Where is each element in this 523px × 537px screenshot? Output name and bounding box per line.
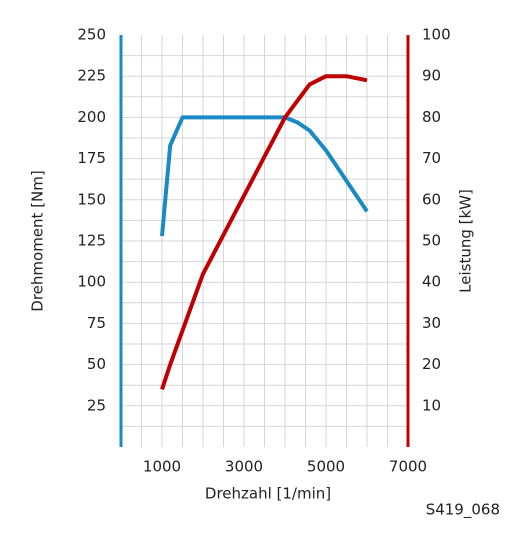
y2-tick-label: 10 <box>422 396 441 414</box>
y-tick-label: 225 <box>77 67 106 85</box>
x-tick-label: 5000 <box>307 458 345 476</box>
y2-tick-label: 100 <box>422 26 451 44</box>
y-tick-label: 50 <box>87 355 106 373</box>
y2-tick-label: 90 <box>422 67 441 85</box>
x-axis-label: Drehzahl [1/min] <box>205 485 331 503</box>
y-tick-label: 150 <box>77 190 106 208</box>
x-tick-label: 3000 <box>225 458 263 476</box>
y-tick-label: 200 <box>77 108 106 126</box>
x-tick-label: 1000 <box>143 458 181 476</box>
y2-tick-label: 50 <box>422 232 441 250</box>
y2-tick-label: 80 <box>422 108 441 126</box>
y-tick-label: 175 <box>77 149 106 167</box>
y-tick-label: 250 <box>77 26 106 44</box>
y2-tick-label: 60 <box>422 190 441 208</box>
y2-tick-label: 30 <box>422 314 441 332</box>
x-tick-label: 7000 <box>389 458 427 476</box>
y2-tick-label: 40 <box>422 273 441 291</box>
y-axis-label: Drehmoment [Nm] <box>29 170 47 311</box>
y-tick-label: 25 <box>87 396 106 414</box>
figure-id: S419_068 <box>426 501 500 520</box>
y-tick-label: 125 <box>77 232 106 250</box>
y-tick-label: 100 <box>77 273 106 291</box>
series-line <box>160 74 368 390</box>
y2-tick-label: 70 <box>422 149 441 167</box>
y2-axis-label: Leistung [kW] <box>457 189 475 293</box>
y-tick-label: 75 <box>87 314 106 332</box>
series-line <box>160 115 369 237</box>
y2-tick-label: 20 <box>422 355 441 373</box>
